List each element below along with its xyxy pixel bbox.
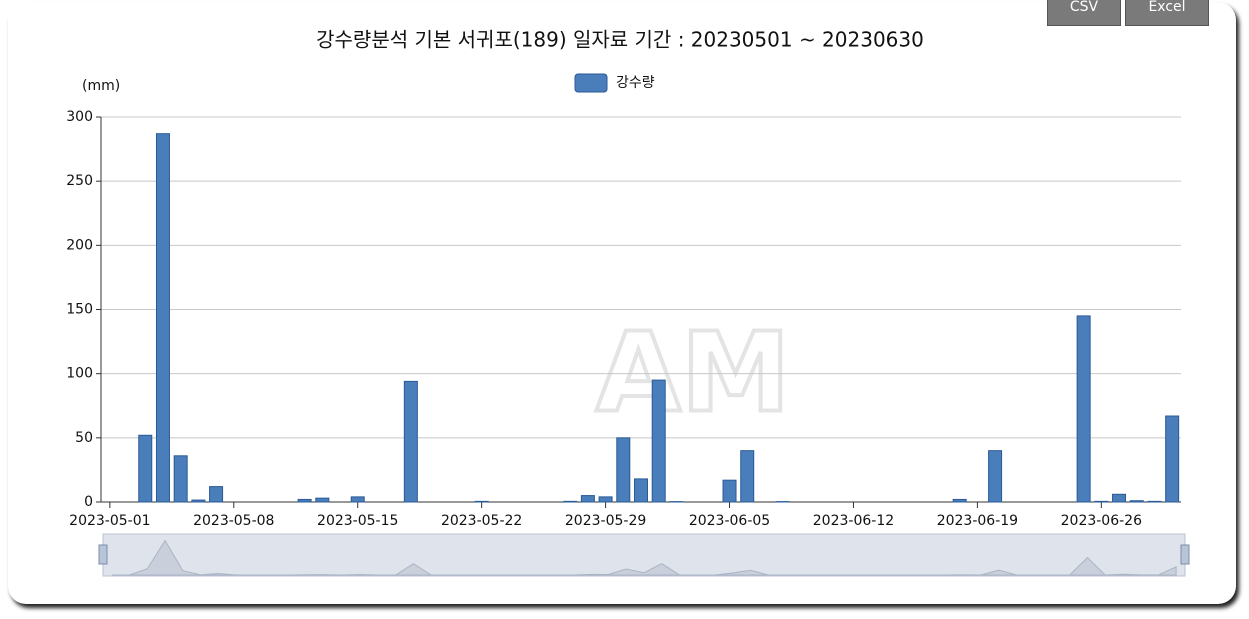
y-tick-label: 0	[84, 494, 93, 510]
bar	[474, 500, 489, 503]
x-tick-label: 2023-05-08	[193, 513, 274, 529]
bar	[722, 479, 737, 503]
bar	[138, 434, 153, 503]
bar	[598, 496, 613, 503]
y-axis-label: (mm)	[82, 78, 120, 94]
x-tick-label: 2023-05-15	[317, 513, 398, 529]
bar	[616, 437, 631, 503]
bar	[1094, 500, 1109, 503]
csv-button[interactable]: CSV	[1047, 0, 1121, 26]
y-tick-label: 300	[66, 109, 93, 125]
y-tick-label: 150	[66, 302, 93, 318]
bar	[651, 379, 666, 503]
bar	[403, 380, 418, 503]
x-tick-label: 2023-06-12	[813, 513, 894, 529]
navigator-handle	[98, 544, 108, 565]
bar	[173, 455, 188, 503]
y-tick-label: 250	[66, 173, 93, 189]
bar	[297, 498, 312, 503]
chart-card: CSV Excel	[8, 0, 1236, 604]
watermark: AM	[596, 308, 791, 436]
bar	[315, 497, 330, 503]
navigator-area	[111, 539, 1177, 576]
navigator	[102, 533, 1186, 577]
bar	[988, 450, 1003, 503]
y-tick-label: 200	[66, 237, 93, 253]
navigator-handle	[1180, 544, 1190, 565]
bar	[1165, 415, 1180, 503]
x-tick-label: 2023-05-29	[565, 513, 646, 529]
bar	[563, 500, 578, 503]
bar	[952, 498, 967, 503]
chart-title: 강수량분석 기본 서귀포(189) 일자료 기간 : 20230501 ~ 20…	[316, 28, 924, 52]
y-tick-label: 100	[66, 366, 93, 382]
bar	[1076, 315, 1091, 503]
bar	[155, 133, 170, 503]
bar	[580, 495, 595, 503]
bar	[191, 499, 206, 503]
y-tick-label: 50	[75, 430, 93, 446]
x-tick-label: 2023-06-05	[689, 513, 770, 529]
bar	[209, 486, 224, 503]
bar	[350, 496, 365, 503]
bar	[634, 478, 648, 503]
x-tick-label: 2023-05-01	[69, 513, 150, 529]
legend-label: 강수량	[616, 75, 655, 91]
bar	[1129, 500, 1144, 503]
x-tick-label: 2023-05-22	[441, 513, 522, 529]
x-tick-label: 2023-06-19	[937, 513, 1018, 529]
bar	[740, 450, 755, 503]
bar	[1112, 493, 1127, 503]
x-tick-label: 2023-06-26	[1061, 513, 1142, 529]
legend-swatch	[574, 73, 608, 93]
excel-button[interactable]: Excel	[1125, 0, 1209, 26]
bar	[1147, 500, 1162, 503]
